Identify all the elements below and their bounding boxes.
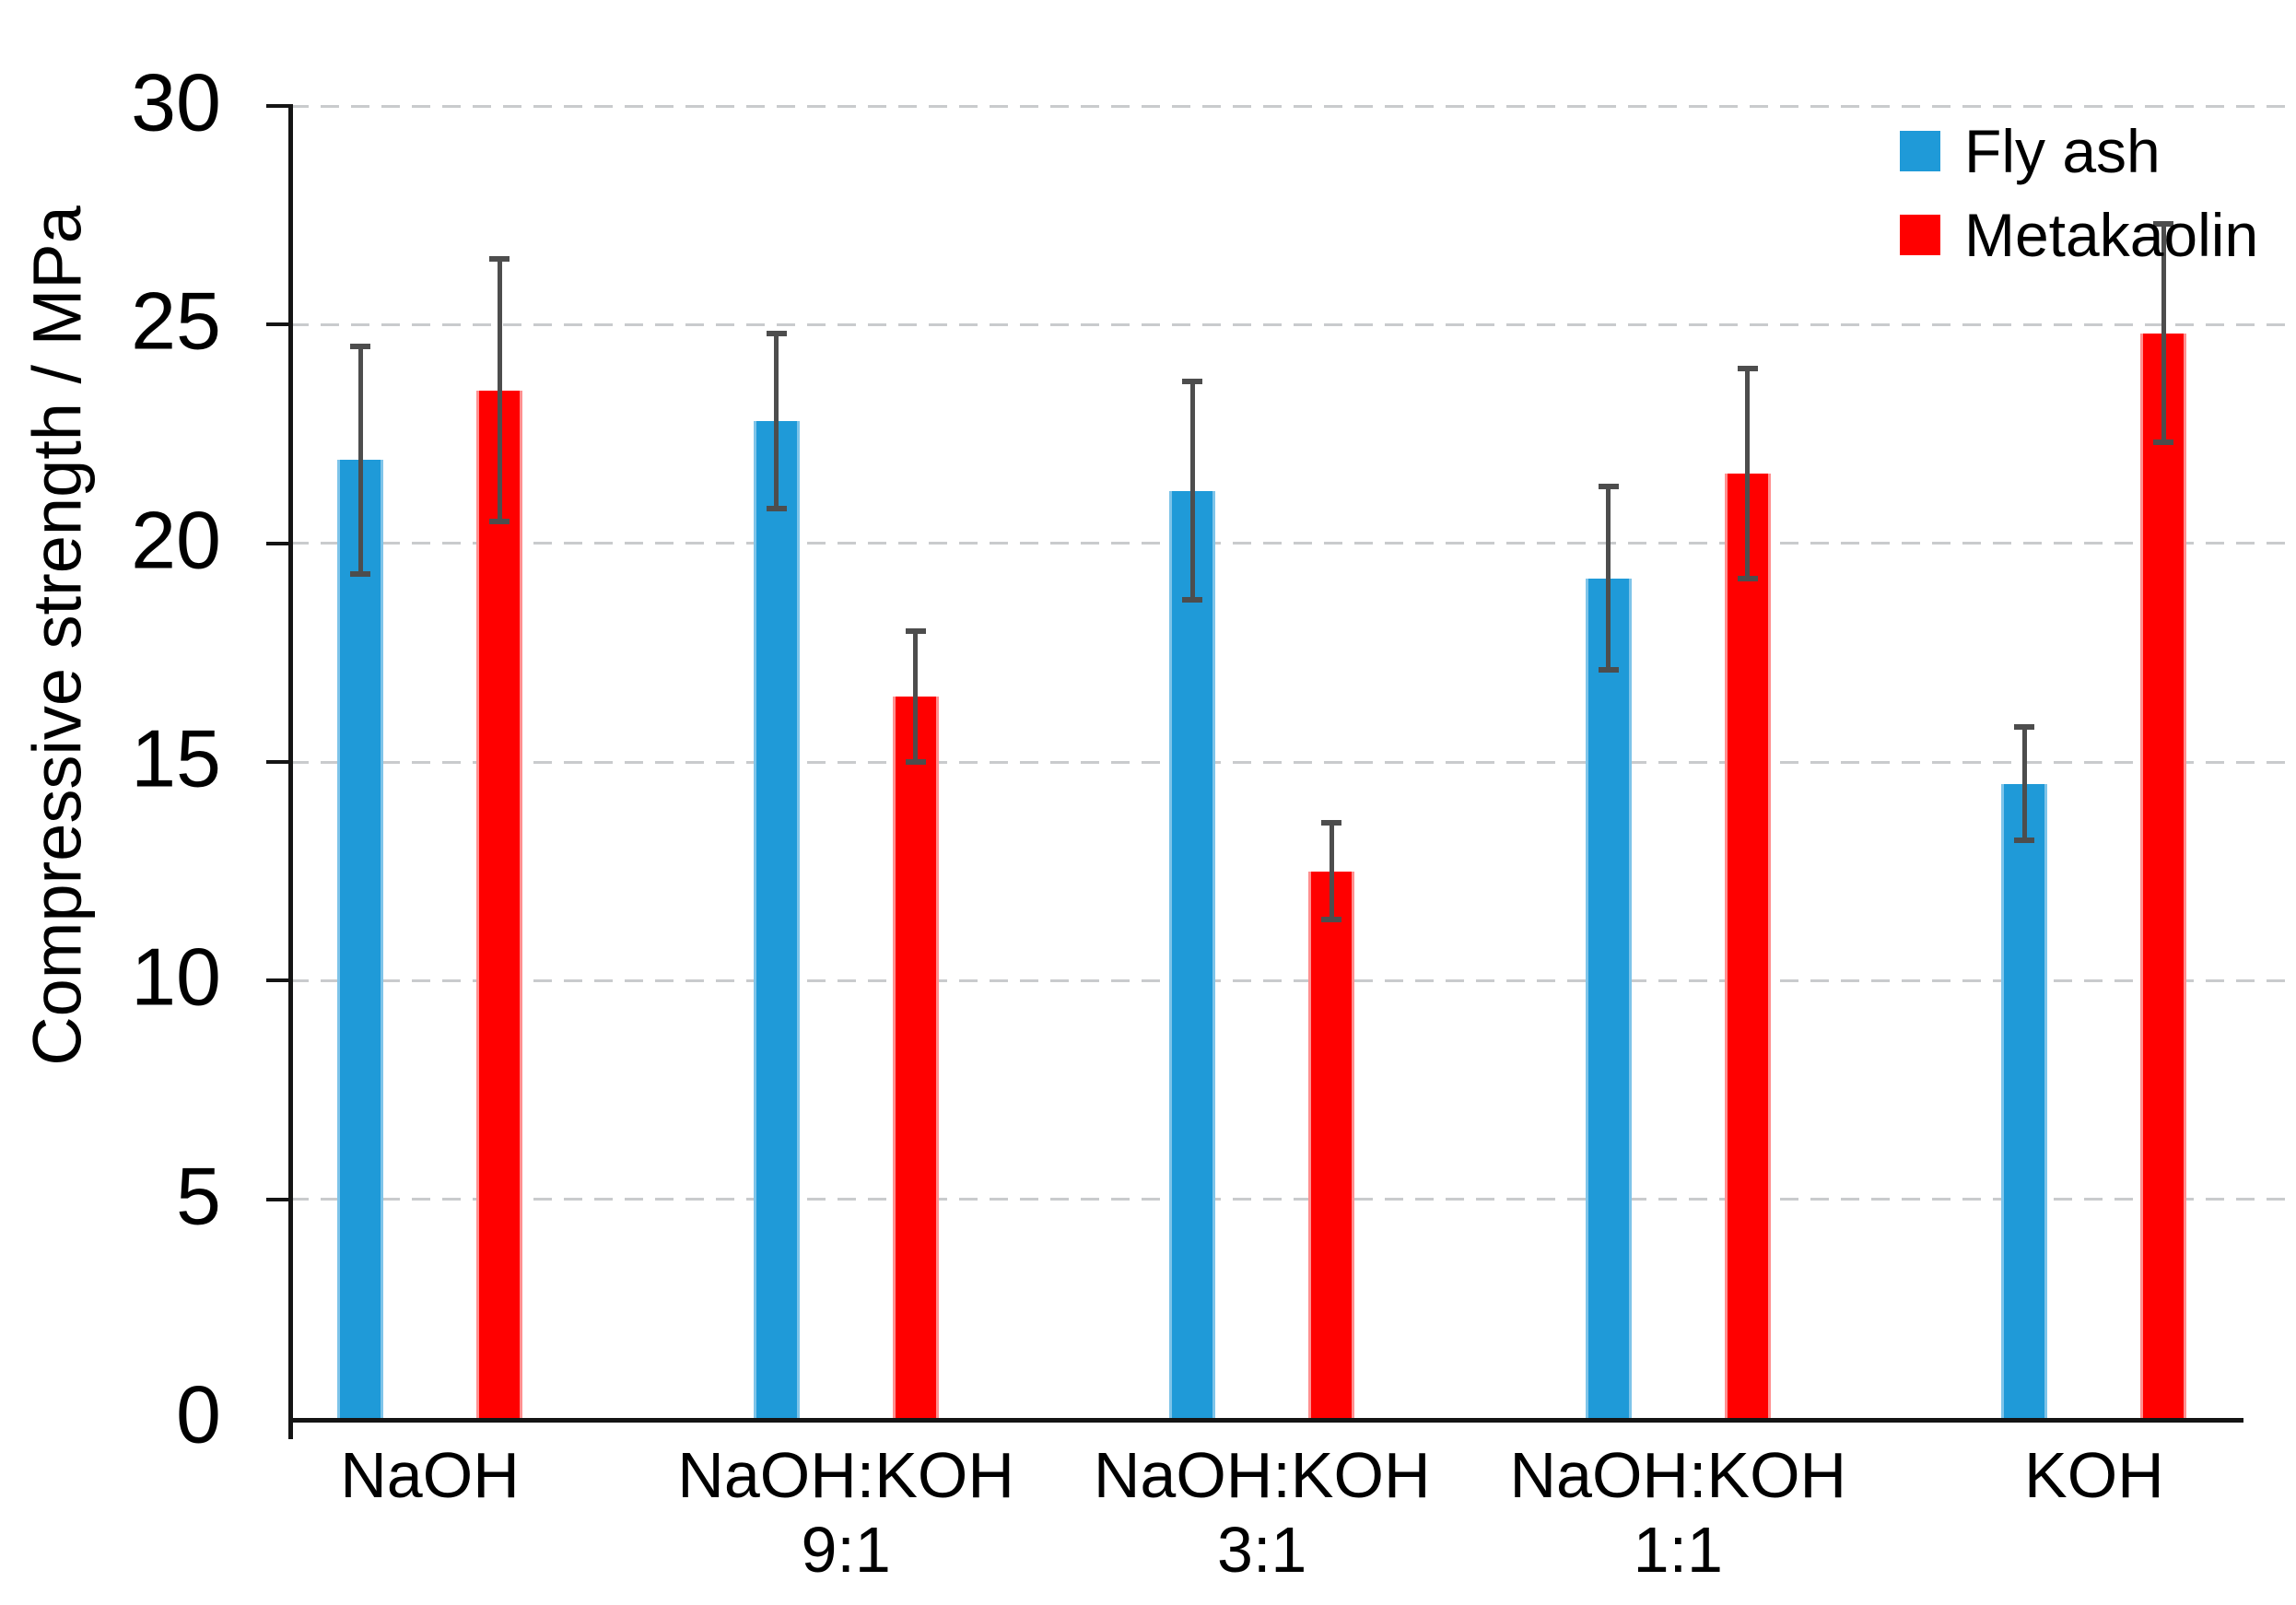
error-bar-metakaolin-naoh-koh-1-1 bbox=[1745, 368, 1751, 579]
y-axis-tick-5 bbox=[266, 1197, 290, 1201]
x-axis-line bbox=[288, 1418, 2243, 1423]
x-category-label-naoh: NaOH bbox=[340, 1439, 520, 1511]
y-tick-label-10: 10 bbox=[131, 931, 221, 1023]
y-tick-label-20: 20 bbox=[131, 494, 221, 586]
error-bar-top-cap-metakaolin-naoh-koh-1-1 bbox=[1737, 365, 1758, 371]
error-bar-bottom-cap-fly-ash-naoh-koh-9-1 bbox=[766, 505, 787, 511]
bar-fly-ash-naoh-koh-1-1 bbox=[1585, 578, 1632, 1418]
error-bar-fly-ash-naoh-koh-1-1 bbox=[1606, 486, 1611, 671]
error-bar-top-cap-fly-ash-naoh bbox=[350, 344, 370, 350]
y-axis-tick-30 bbox=[266, 104, 290, 108]
x-category-ratio-label-3-1: 3:1 bbox=[1217, 1514, 1307, 1586]
error-bar-top-cap-fly-ash-naoh-koh-3-1 bbox=[1182, 379, 1203, 385]
error-bar-metakaolin-naoh-koh-9-1 bbox=[913, 630, 919, 762]
bar-fly-ash-koh bbox=[2001, 783, 2048, 1418]
y-tick-label-0: 0 bbox=[176, 1368, 221, 1460]
error-bar-bottom-cap-metakaolin-naoh-koh-9-1 bbox=[905, 759, 926, 765]
error-bar-fly-ash-naoh-koh-3-1 bbox=[1189, 381, 1195, 601]
y-tick-label-25: 25 bbox=[131, 275, 221, 367]
x-category-ratio-label-1-1: 1:1 bbox=[1633, 1514, 1723, 1586]
y-axis-tick-15 bbox=[266, 760, 290, 764]
bar-metakaolin-naoh-koh-9-1 bbox=[892, 696, 939, 1418]
bar-metakaolin-naoh-koh-3-1 bbox=[1308, 871, 1355, 1418]
x-category-label-naoh-koh-3-1: NaOH:KOH bbox=[1093, 1439, 1431, 1511]
gridline-10 bbox=[290, 978, 2285, 982]
bar-fly-ash-naoh-koh-3-1 bbox=[1169, 490, 1216, 1418]
error-bar-fly-ash-naoh-koh-9-1 bbox=[774, 333, 779, 509]
error-bar-top-cap-fly-ash-naoh-koh-1-1 bbox=[1598, 483, 1619, 489]
x-category-label-koh: KOH bbox=[2024, 1439, 2164, 1511]
error-bar-fly-ash-koh bbox=[2021, 727, 2027, 841]
error-bar-top-cap-metakaolin-naoh-koh-3-1 bbox=[1321, 820, 1342, 826]
y-axis-tick-20 bbox=[266, 541, 290, 545]
y-axis-title: Compressive strength / MPa bbox=[18, 205, 96, 1066]
error-bar-bottom-cap-fly-ash-koh bbox=[2014, 838, 2035, 844]
legend-label-metakaolin: Metakaolin bbox=[1964, 201, 2259, 269]
error-bar-top-cap-fly-ash-koh bbox=[2014, 724, 2035, 731]
gridline-20 bbox=[290, 542, 2285, 545]
y-tick-label-30: 30 bbox=[131, 56, 221, 148]
x-category-label-naoh-koh-9-1: NaOH:KOH bbox=[677, 1439, 1014, 1511]
error-bar-bottom-cap-metakaolin-naoh bbox=[489, 518, 510, 524]
error-bar-bottom-cap-fly-ash-naoh bbox=[350, 570, 370, 577]
y-tick-label-5: 5 bbox=[176, 1150, 221, 1242]
y-axis-line bbox=[288, 104, 293, 1439]
x-category-label-naoh-koh-1-1: NaOH:KOH bbox=[1509, 1439, 1847, 1511]
bar-metakaolin-koh bbox=[2140, 333, 2187, 1418]
error-bar-metakaolin-koh bbox=[2161, 224, 2166, 443]
bar-metakaolin-naoh bbox=[476, 390, 522, 1418]
error-bar-top-cap-metakaolin-naoh bbox=[489, 256, 510, 263]
gridline-30 bbox=[290, 104, 2285, 108]
y-axis-tick-25 bbox=[266, 322, 290, 327]
fly-ash-swatch-icon bbox=[1900, 131, 1940, 171]
error-bar-bottom-cap-fly-ash-naoh-koh-1-1 bbox=[1598, 667, 1619, 674]
error-bar-top-cap-fly-ash-naoh-koh-9-1 bbox=[766, 330, 787, 336]
bar-metakaolin-naoh-koh-1-1 bbox=[1724, 473, 1771, 1418]
metakaolin-swatch-icon bbox=[1900, 215, 1940, 255]
error-bar-metakaolin-naoh bbox=[497, 259, 502, 521]
x-category-ratio-label-9-1: 9:1 bbox=[801, 1514, 891, 1586]
legend-item-metakaolin: Metakaolin bbox=[1900, 205, 2258, 265]
gridline-5 bbox=[290, 1198, 2285, 1201]
gridline-25 bbox=[290, 322, 2285, 326]
error-bar-fly-ash-naoh bbox=[357, 346, 363, 574]
bar-fly-ash-naoh-koh-9-1 bbox=[753, 420, 800, 1418]
error-bar-bottom-cap-metakaolin-naoh-koh-3-1 bbox=[1321, 916, 1342, 922]
error-bar-metakaolin-naoh-koh-3-1 bbox=[1329, 823, 1334, 920]
gridline-15 bbox=[290, 760, 2285, 764]
error-bar-top-cap-metakaolin-koh bbox=[2153, 221, 2174, 228]
legend-item-fly-ash: Fly ash bbox=[1900, 121, 2161, 182]
y-axis-tick-10 bbox=[266, 978, 290, 983]
legend-label-fly-ash: Fly ash bbox=[1964, 117, 2161, 185]
bar-fly-ash-naoh bbox=[337, 460, 383, 1418]
error-bar-top-cap-metakaolin-naoh-koh-9-1 bbox=[905, 627, 926, 634]
error-bar-bottom-cap-metakaolin-koh bbox=[2153, 439, 2174, 446]
error-bar-bottom-cap-fly-ash-naoh-koh-3-1 bbox=[1182, 597, 1203, 603]
y-tick-label-15: 15 bbox=[131, 712, 221, 804]
error-bar-bottom-cap-metakaolin-naoh-koh-1-1 bbox=[1737, 575, 1758, 581]
